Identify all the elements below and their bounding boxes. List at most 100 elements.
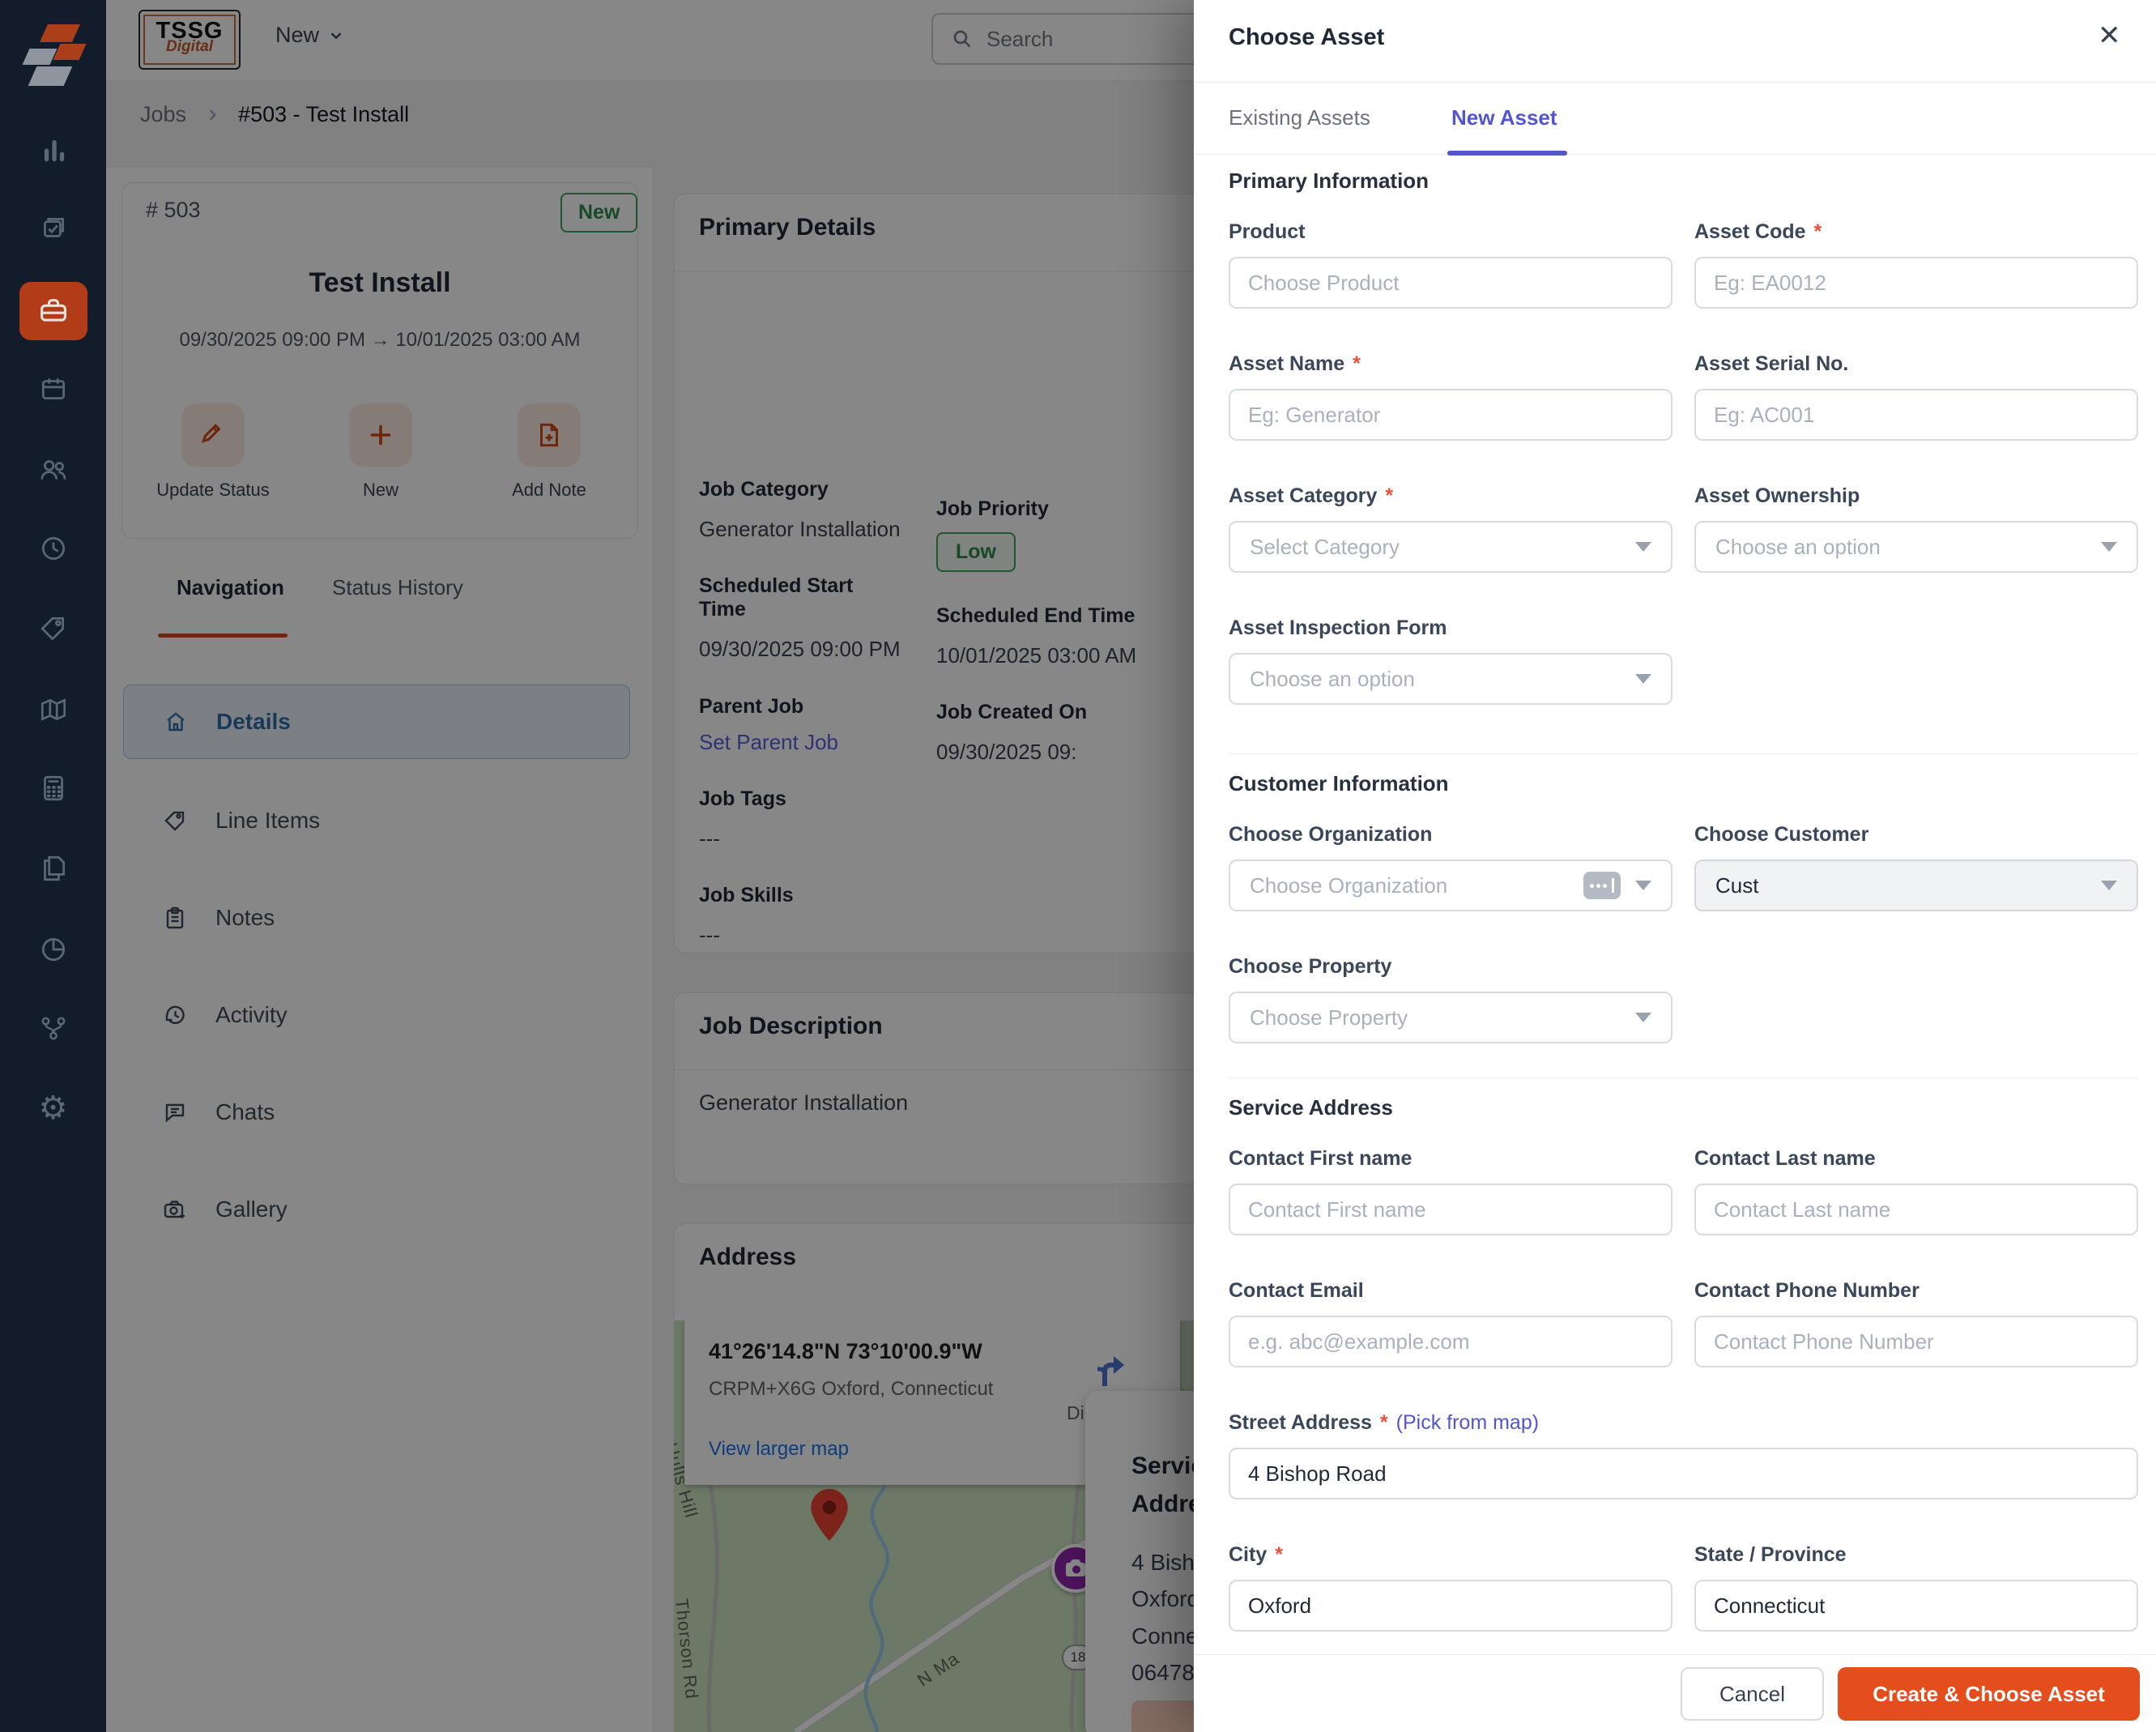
pencil-icon (202, 424, 221, 443)
asset-serial-field: Asset Serial No. (1694, 352, 2138, 441)
directions-icon[interactable] (1085, 1346, 1127, 1388)
new-action-button[interactable] (349, 403, 412, 467)
field-label: Job Category (699, 478, 829, 501)
field-value: 10/01/2025 03:00 AM (936, 643, 1137, 668)
logo-shape (28, 66, 73, 86)
asset-category-select[interactable]: Select Category (1229, 521, 1672, 573)
new-menu-button[interactable]: New (275, 23, 345, 48)
global-search[interactable]: Search (931, 13, 1207, 65)
state-field: State / Province (1694, 1543, 2138, 1632)
sidebar-item-line-items[interactable]: Line Items (123, 783, 630, 858)
breadcrumb-jobs[interactable]: Jobs (140, 102, 187, 126)
cancel-button[interactable]: Cancel (1681, 1667, 1824, 1721)
asset-code-input[interactable] (1694, 257, 2138, 309)
service-address-panel: Service Address 4 Bishop Road, Oxford, C… (1085, 1391, 1208, 1732)
details-column-right: Job Priority Low Scheduled End Time 10/0… (936, 497, 1148, 798)
sidebar-item-activity[interactable]: Activity (123, 978, 630, 1052)
contact-phone-input[interactable] (1694, 1316, 2138, 1367)
settings-icon[interactable]: ⚙ (38, 1090, 68, 1126)
field-label: Job Tags (699, 787, 786, 810)
section-service-address: Service Address (1229, 1095, 1393, 1120)
tab-new-asset[interactable]: New Asset (1451, 105, 1557, 130)
view-larger-map-link[interactable]: View larger map (709, 1438, 849, 1460)
section-customer-information: Customer Information (1229, 771, 1449, 796)
card-heading: Job Description (699, 1013, 883, 1039)
divider (1194, 1654, 2156, 1655)
sidebar-item-gallery[interactable]: Gallery (123, 1172, 630, 1247)
contact-phone-field: Contact Phone Number (1694, 1279, 2138, 1367)
close-icon[interactable]: ✕ (2098, 20, 2121, 51)
jobs-icon[interactable] (0, 282, 106, 340)
map-pin-icon[interactable] (811, 1489, 848, 1541)
divider (1229, 753, 2138, 754)
nav-item-label: Line Items (215, 808, 321, 833)
map[interactable]: Hulls Hill Thorson Rd N Ma 18 41°26'14.8… (674, 1320, 1208, 1732)
card-heading: Address (699, 1244, 797, 1270)
logo-shape (53, 44, 87, 60)
asset-category-field: Asset Category * Select Category (1229, 484, 1672, 573)
breadcrumb: Jobs #503 - Test Install (140, 102, 409, 127)
tasks-icon[interactable] (0, 200, 106, 257)
asset-name-input[interactable] (1229, 389, 1672, 441)
tab-navigation[interactable]: Navigation (177, 575, 284, 599)
zuper-logo[interactable] (21, 23, 87, 87)
job-priority-badge: Low (936, 532, 1016, 572)
field-label: Asset Name (1229, 352, 1345, 375)
customer-select[interactable]: Cust (1694, 860, 2138, 911)
map-coordinates: 41°26'14.8"N 73°10'00.9"W (709, 1339, 982, 1363)
asset-ownership-select[interactable]: Choose an option (1694, 521, 2138, 573)
caret-down-icon (2101, 881, 2117, 890)
pick-from-map-link[interactable]: (Pick from map) (1395, 1411, 1540, 1434)
service-territories-icon[interactable] (0, 681, 106, 738)
organization-select[interactable]: Choose Organization (1229, 860, 1672, 911)
tab-status-history[interactable]: Status History (332, 575, 463, 599)
asset-inspection-select[interactable]: Choose an option (1229, 653, 1672, 705)
field-label: Parent Job (699, 694, 804, 718)
workflows-icon[interactable] (0, 1000, 106, 1056)
create-choose-asset-button[interactable]: Create & Choose Asset (1838, 1667, 2140, 1721)
reports-icon[interactable] (0, 920, 106, 977)
field-label: Scheduled End Time (936, 604, 1136, 627)
contact-last-name-input[interactable] (1694, 1184, 2138, 1235)
field-label: Scheduled Start Time (699, 574, 854, 621)
product-input[interactable] (1229, 257, 1672, 309)
dispatch-board-icon[interactable] (0, 360, 106, 417)
update-status-button[interactable] (181, 403, 245, 467)
workspace-logo-subtext: Digital (165, 38, 214, 55)
sidebar-item-notes[interactable]: Notes (123, 881, 630, 955)
chevron-right-icon (209, 109, 216, 121)
state-input[interactable] (1694, 1580, 2138, 1632)
caret-down-icon (1635, 674, 1651, 684)
organization-field: Choose Organization Choose Organization (1229, 823, 1672, 911)
workspace-logo-text: TSSG (156, 18, 224, 44)
city-input[interactable] (1229, 1580, 1672, 1632)
contact-email-input[interactable] (1229, 1316, 1672, 1367)
street-address-input[interactable] (1229, 1448, 2138, 1500)
job-description-text: Generator Installation (699, 1090, 909, 1115)
sidebar-item-details[interactable]: Details (123, 685, 630, 759)
timesheets-icon[interactable] (0, 520, 106, 577)
field-label: Asset Category (1229, 484, 1378, 507)
add-note-button[interactable] (518, 403, 581, 467)
field-label: Contact First name (1229, 1147, 1412, 1170)
sidebar-item-chats[interactable]: Chats (123, 1075, 630, 1150)
asset-ownership-field: Asset Ownership Choose an option (1694, 484, 2138, 573)
documents-icon[interactable] (0, 840, 106, 897)
field-label: Contact Email (1229, 1279, 1364, 1302)
asset-serial-input[interactable] (1694, 389, 2138, 441)
customers-icon[interactable] (0, 442, 106, 498)
property-field: Choose Property Choose Property (1229, 955, 1672, 1043)
nav-item-label: Details (216, 709, 291, 734)
tab-existing-assets[interactable]: Existing Assets (1229, 105, 1370, 130)
set-parent-job-link[interactable]: Set Parent Job (699, 729, 838, 754)
workspace-logo[interactable]: TSSG Digital (138, 10, 241, 70)
invoices-icon[interactable] (0, 760, 106, 817)
dashboard-icon[interactable] (0, 122, 106, 178)
parts-icon[interactable] (0, 600, 106, 657)
field-label: Contact Phone Number (1694, 1279, 1920, 1302)
active-tab-underline (158, 634, 288, 638)
asset-inspection-field: Asset Inspection Form Choose an option (1229, 616, 1672, 705)
contact-first-name-input[interactable] (1229, 1184, 1672, 1235)
property-select[interactable]: Choose Property (1229, 992, 1672, 1043)
